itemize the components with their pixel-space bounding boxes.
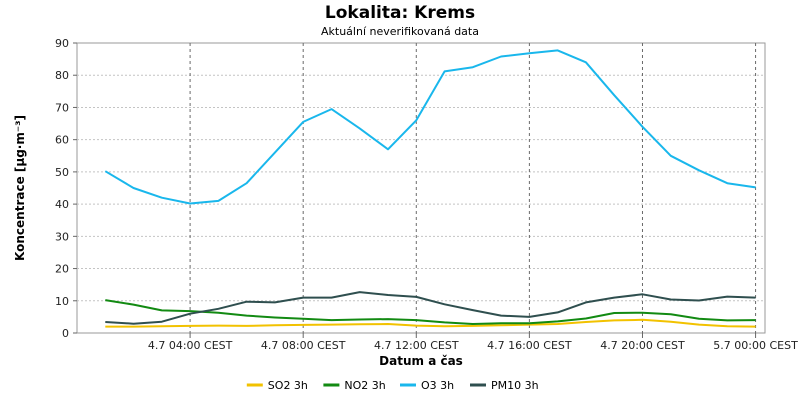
y-tick-label: 80 bbox=[55, 69, 69, 82]
y-tick-label: 40 bbox=[55, 198, 69, 211]
plot-area bbox=[76, 42, 766, 334]
y-tick-label: 90 bbox=[55, 37, 69, 50]
grid bbox=[77, 43, 765, 333]
y-tick-label: 60 bbox=[55, 134, 69, 147]
x-axis: 4.7 04:00 CEST 4.7 08:00 CEST 4.7 12:00 CE… bbox=[148, 333, 798, 352]
series-line-so2-3h bbox=[105, 318, 756, 328]
series-line-pm10-3h bbox=[105, 291, 756, 325]
x-axis-label: Datum a čas bbox=[379, 354, 463, 368]
legend: SO2 3h NO2 3h O3 3h PM10 3h bbox=[246, 379, 539, 392]
chart-subtitle: Aktuální neverifikovaná data bbox=[321, 25, 479, 38]
series-line-o3-3h bbox=[104, 49, 756, 205]
x-tick-label: 5.7 00:00 CEST bbox=[713, 339, 798, 352]
x-tick-label: 4.7 20:00 CEST bbox=[600, 339, 685, 352]
y-axis-label: Koncentrace [µg·m⁻³] bbox=[13, 115, 27, 261]
legend-label-no2-3h: NO2 3h bbox=[344, 379, 385, 392]
series-line-no2-3h bbox=[105, 299, 756, 325]
x-tick-label: 4.7 16:00 CEST bbox=[487, 339, 572, 352]
legend-label-o3-3h: O3 3h bbox=[421, 379, 454, 392]
x-tick-label: 4.7 12:00 CEST bbox=[374, 339, 459, 352]
legend-label-pm10-3h: PM10 3h bbox=[491, 379, 539, 392]
y-tick-label: 10 bbox=[55, 295, 69, 308]
y-tick-label: 30 bbox=[55, 230, 69, 243]
y-tick-label: 0 bbox=[62, 327, 69, 340]
y-tick-label: 50 bbox=[55, 166, 69, 179]
legend-label-so2-3h: SO2 3h bbox=[268, 379, 308, 392]
chart-title: Lokalita: Krems bbox=[325, 3, 475, 23]
series-group bbox=[104, 49, 756, 328]
y-axis: 0 10 20 30 40 50 60 70 80 90 bbox=[55, 37, 77, 340]
y-tick-label: 70 bbox=[55, 101, 69, 114]
y-tick-label: 20 bbox=[55, 263, 69, 276]
x-tick-label: 4.7 08:00 CEST bbox=[261, 339, 346, 352]
x-tick-label: 4.7 04:00 CEST bbox=[148, 339, 233, 352]
